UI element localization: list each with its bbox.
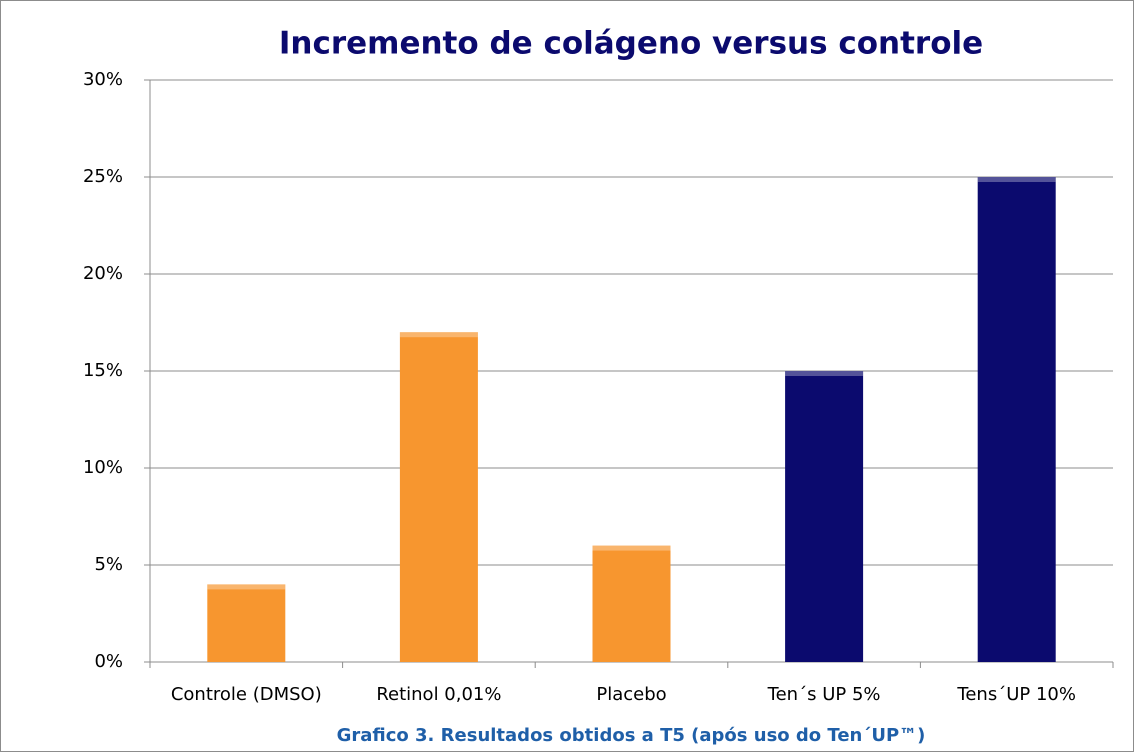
x-tick-label: Controle (DMSO)	[171, 684, 322, 705]
bar	[977, 177, 1056, 662]
bar-highlight	[592, 545, 671, 551]
y-tick-label: 10%	[83, 457, 123, 478]
bar-highlight	[207, 584, 286, 590]
bar-highlight	[977, 177, 1056, 182]
y-tick-label: 5%	[94, 554, 123, 575]
y-tick-label: 25%	[83, 166, 123, 187]
bar	[592, 545, 671, 662]
y-tick-label: 15%	[83, 360, 123, 381]
y-tick-label: 20%	[83, 263, 123, 284]
y-tick-label: 0%	[94, 651, 123, 672]
bar-highlight	[785, 371, 864, 376]
y-tick-label: 30%	[83, 69, 123, 90]
x-tick-label: Retinol 0,01%	[376, 684, 501, 705]
bar-highlight	[399, 332, 478, 338]
chart-title: Incremento de colágeno versus controle	[279, 26, 983, 62]
chart-caption: Grafico 3. Resultados obtidos a T5 (após…	[337, 725, 926, 746]
bar	[207, 584, 286, 662]
x-tick-label: Placebo	[596, 684, 666, 705]
bar	[399, 332, 478, 662]
bar	[785, 371, 864, 662]
x-tick-label: Ten´s UP 5%	[767, 684, 881, 705]
x-tick-label: Tens´UP 10%	[956, 684, 1076, 705]
